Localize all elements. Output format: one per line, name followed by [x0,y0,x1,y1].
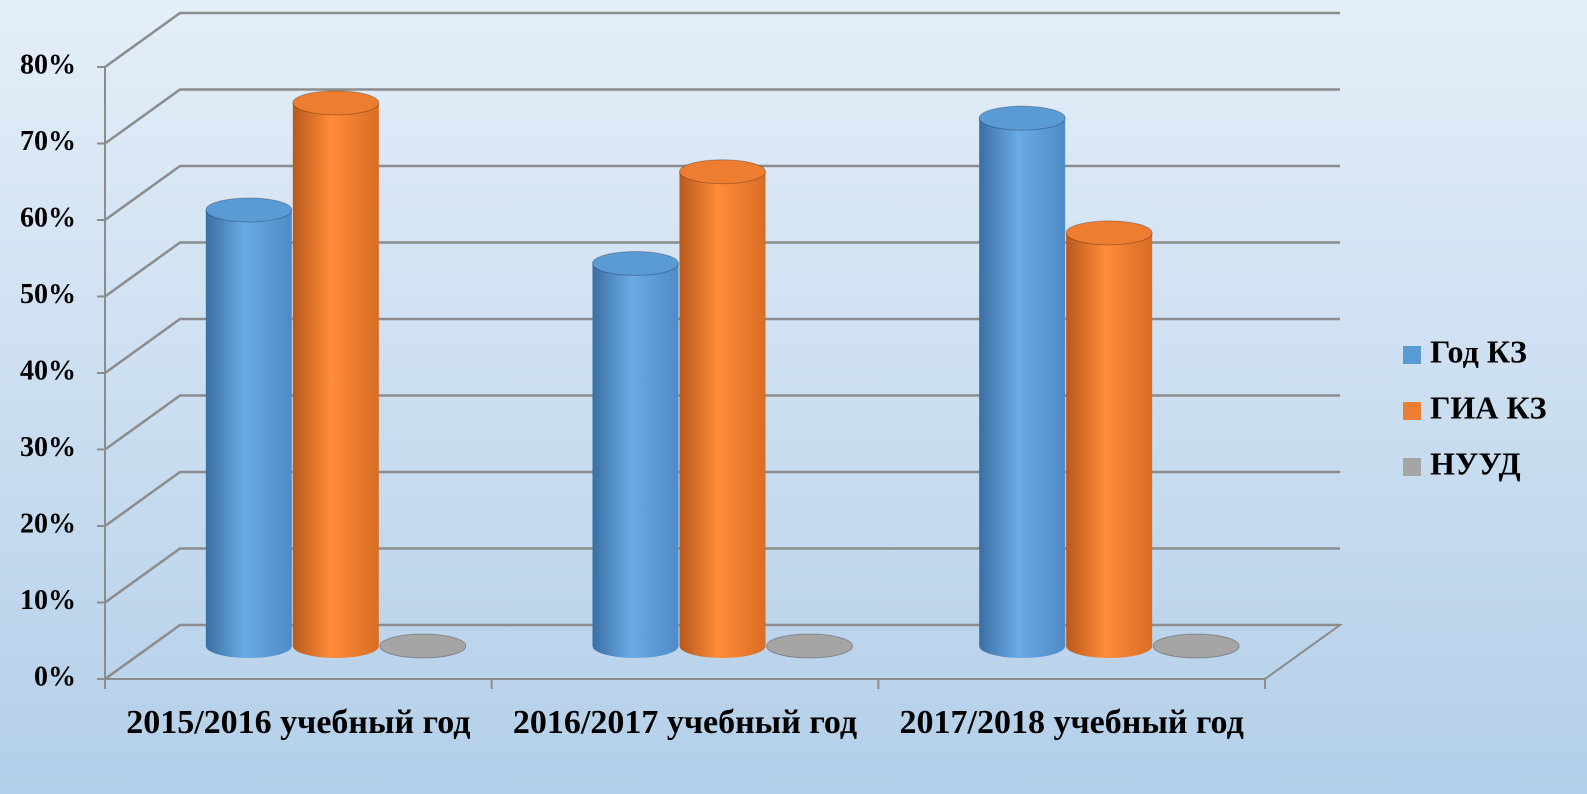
grid-line [104,623,1340,681]
y-tick-label: 30% [20,432,76,463]
grid-line [104,164,1340,222]
cylinder-top [205,197,293,223]
legend-swatch [1403,402,1421,420]
cylinder-top [592,251,679,276]
cylinder-top [1065,220,1153,246]
cylinder-top [766,633,853,659]
y-tick-label: 0% [34,661,76,692]
cylinder-top [379,633,467,659]
grid-line [104,394,1340,451]
x-tick-label: 2017/2018 учебный год [899,704,1244,741]
cylinder [679,171,766,658]
x-tick-label: 2015/2016 учебный год [126,704,471,741]
grid-line [104,547,1340,604]
cylinder [205,209,292,658]
grid-line [104,470,1340,528]
grid-line [104,317,1340,375]
y-tick-label: 60% [20,202,76,233]
legend-swatch [1403,458,1421,476]
cylinder-top [679,159,766,185]
y-tick-label: 20% [20,508,76,539]
cylinder [1066,232,1153,658]
cylinder [592,263,679,658]
grid-line [104,11,1340,69]
y-tick-label: 40% [20,355,76,386]
cylinder-top [978,105,1066,131]
legend-swatch [1403,346,1421,364]
y-tick-label: 80% [20,49,76,80]
y-tick-label: 10% [20,585,76,616]
y-tick-label: 50% [20,279,76,310]
cylinder [979,118,1066,658]
cylinder [292,102,379,659]
x-tick-label: 2016/2017 учебный год [512,704,858,741]
grid-line [104,241,1340,298]
grid-line [104,88,1340,145]
y-tick-label: 70% [20,126,76,157]
legend-label: ГИА КЗ [1430,389,1547,425]
legend-label: НУУД [1430,445,1521,481]
cylinder-top [292,90,380,116]
legend-label: Год КЗ [1430,333,1527,369]
cylinder-top [1152,633,1240,659]
